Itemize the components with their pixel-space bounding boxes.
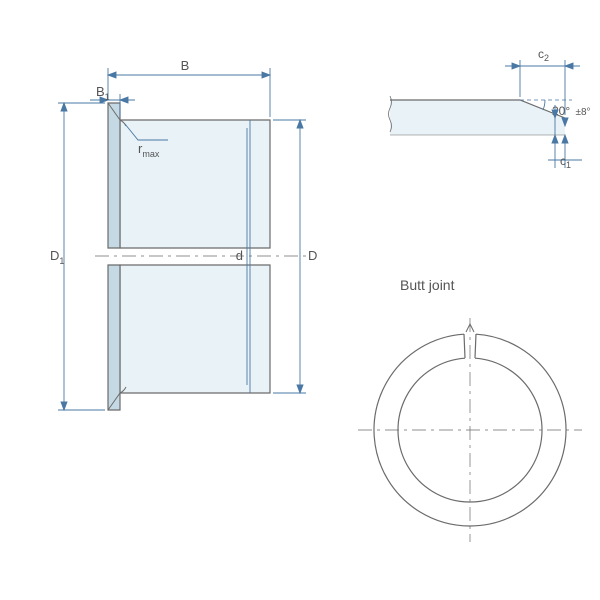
bushing-lower-body — [120, 265, 270, 393]
label-c2: c2 — [538, 47, 549, 63]
label-c1: c1 — [560, 154, 571, 170]
chamfer-detail: 20° ±8° c2 — [389, 47, 591, 170]
front-ring-view: Butt joint — [358, 277, 582, 542]
dim-B — [108, 68, 270, 117]
main-cross-section: B B1 rmax D1 — [50, 58, 317, 410]
label-D1: D1 — [50, 248, 64, 266]
label-B: B — [181, 58, 190, 73]
bushing-lower-flange — [108, 265, 120, 410]
label-D: D — [308, 248, 317, 263]
bushing-upper-flange — [108, 103, 120, 248]
bushing-upper-body — [120, 120, 270, 248]
dim-D1 — [58, 103, 105, 410]
dim-D — [273, 120, 306, 393]
drawing-canvas: B B1 rmax D1 — [0, 0, 600, 600]
label-d: d — [236, 248, 243, 263]
label-butt-joint: Butt joint — [400, 277, 455, 293]
